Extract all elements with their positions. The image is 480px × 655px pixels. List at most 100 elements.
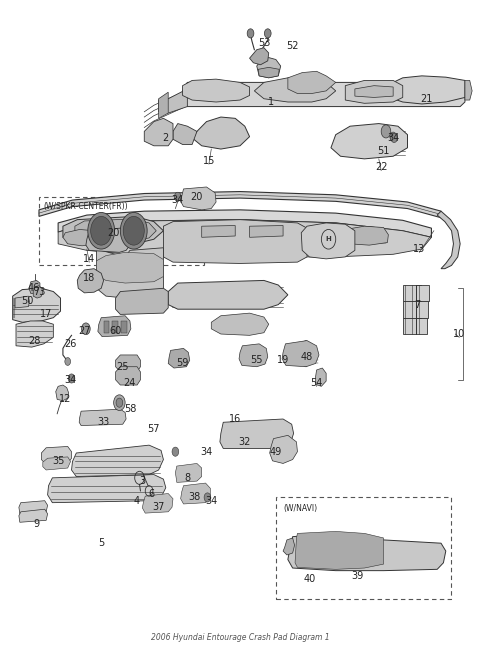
Text: 73: 73 bbox=[33, 286, 45, 297]
Text: 18: 18 bbox=[83, 274, 96, 284]
Bar bbox=[104, 321, 109, 333]
Text: 20: 20 bbox=[191, 192, 203, 202]
Circle shape bbox=[82, 323, 90, 335]
Text: 2006 Hyundai Entourage Crash Pad Diagram 1: 2006 Hyundai Entourage Crash Pad Diagram… bbox=[151, 633, 329, 643]
Text: 14: 14 bbox=[83, 254, 96, 264]
Polygon shape bbox=[86, 228, 131, 252]
Text: 34: 34 bbox=[172, 195, 184, 205]
Polygon shape bbox=[403, 285, 429, 301]
Text: 33: 33 bbox=[97, 417, 110, 427]
Polygon shape bbox=[58, 210, 432, 237]
Text: 35: 35 bbox=[52, 457, 64, 466]
Polygon shape bbox=[48, 475, 166, 502]
Polygon shape bbox=[63, 229, 99, 246]
Text: 34: 34 bbox=[200, 447, 213, 457]
Polygon shape bbox=[19, 509, 48, 522]
Polygon shape bbox=[15, 296, 29, 308]
Circle shape bbox=[390, 132, 396, 141]
Bar bbox=[121, 321, 127, 333]
Polygon shape bbox=[163, 219, 307, 263]
Text: 6: 6 bbox=[148, 489, 155, 499]
Polygon shape bbox=[175, 464, 202, 482]
Text: 27: 27 bbox=[78, 326, 91, 336]
Text: 37: 37 bbox=[153, 502, 165, 512]
Polygon shape bbox=[116, 288, 168, 314]
Polygon shape bbox=[168, 280, 288, 309]
Text: 4: 4 bbox=[134, 496, 140, 506]
Polygon shape bbox=[239, 344, 268, 367]
Circle shape bbox=[264, 29, 271, 38]
Polygon shape bbox=[202, 225, 235, 237]
Circle shape bbox=[91, 216, 112, 245]
Polygon shape bbox=[56, 385, 69, 401]
Polygon shape bbox=[116, 367, 141, 385]
Polygon shape bbox=[258, 67, 279, 78]
Text: 48: 48 bbox=[301, 352, 313, 362]
Text: 26: 26 bbox=[64, 339, 76, 349]
Text: 21: 21 bbox=[420, 94, 433, 103]
Polygon shape bbox=[173, 124, 197, 145]
Polygon shape bbox=[192, 117, 250, 149]
Polygon shape bbox=[168, 348, 190, 368]
Text: 19: 19 bbox=[277, 355, 289, 365]
Text: 25: 25 bbox=[117, 362, 129, 372]
Circle shape bbox=[381, 125, 391, 138]
Polygon shape bbox=[403, 301, 428, 318]
Polygon shape bbox=[39, 191, 441, 217]
Text: 60: 60 bbox=[109, 326, 122, 336]
Text: (W/SPKR-CENTER(FR)): (W/SPKR-CENTER(FR)) bbox=[44, 202, 128, 211]
Polygon shape bbox=[270, 436, 298, 464]
Bar bbox=[112, 321, 118, 333]
Polygon shape bbox=[301, 223, 355, 259]
Circle shape bbox=[120, 212, 147, 249]
Text: 53: 53 bbox=[258, 38, 270, 48]
Polygon shape bbox=[316, 368, 326, 386]
Text: 32: 32 bbox=[239, 437, 251, 447]
Text: 34: 34 bbox=[64, 375, 76, 384]
Polygon shape bbox=[220, 419, 294, 449]
Polygon shape bbox=[182, 79, 250, 102]
Circle shape bbox=[247, 29, 254, 38]
Polygon shape bbox=[393, 76, 465, 104]
Polygon shape bbox=[465, 81, 472, 100]
Polygon shape bbox=[16, 321, 53, 347]
Text: 17: 17 bbox=[40, 309, 52, 320]
Circle shape bbox=[174, 192, 181, 201]
Polygon shape bbox=[355, 86, 393, 98]
Polygon shape bbox=[98, 316, 131, 337]
Polygon shape bbox=[43, 457, 71, 470]
Polygon shape bbox=[437, 211, 460, 269]
Polygon shape bbox=[12, 288, 60, 322]
Text: 28: 28 bbox=[28, 335, 40, 346]
Circle shape bbox=[391, 134, 397, 143]
Text: 50: 50 bbox=[21, 296, 33, 307]
Polygon shape bbox=[180, 483, 210, 504]
Text: 1: 1 bbox=[268, 97, 274, 107]
Text: 20: 20 bbox=[107, 228, 120, 238]
Text: 52: 52 bbox=[287, 41, 299, 52]
Text: 54: 54 bbox=[311, 378, 323, 388]
Polygon shape bbox=[77, 269, 104, 293]
Polygon shape bbox=[19, 500, 48, 514]
Circle shape bbox=[204, 493, 211, 502]
Polygon shape bbox=[182, 83, 465, 107]
Text: 15: 15 bbox=[203, 156, 215, 166]
Polygon shape bbox=[58, 219, 432, 257]
Polygon shape bbox=[250, 225, 283, 237]
Text: 58: 58 bbox=[124, 404, 136, 414]
Text: 59: 59 bbox=[176, 358, 189, 369]
Polygon shape bbox=[75, 219, 156, 241]
Text: 12: 12 bbox=[59, 394, 72, 404]
Polygon shape bbox=[250, 48, 269, 65]
Text: 16: 16 bbox=[229, 414, 241, 424]
Polygon shape bbox=[180, 187, 216, 210]
Text: H: H bbox=[325, 236, 331, 242]
Text: 7: 7 bbox=[414, 299, 420, 310]
Text: 13: 13 bbox=[413, 244, 426, 254]
Polygon shape bbox=[211, 313, 269, 335]
Polygon shape bbox=[403, 318, 427, 334]
Text: 9: 9 bbox=[34, 519, 40, 529]
Text: 39: 39 bbox=[351, 571, 363, 581]
Polygon shape bbox=[144, 119, 173, 146]
Polygon shape bbox=[283, 538, 295, 555]
